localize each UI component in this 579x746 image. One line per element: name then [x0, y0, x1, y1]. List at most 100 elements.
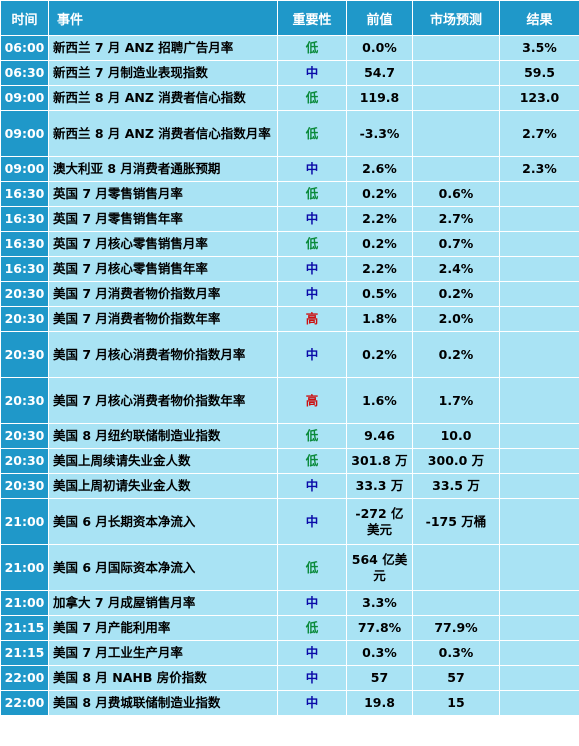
cell-actual [499, 590, 579, 616]
table-row: 20:30 美国上周初请失业金人数中 33.3 万 33.5 万 [0, 473, 579, 499]
table-row: 09:00 新西兰 8 月 ANZ 消费者信心指数低 119.8 123.0 [0, 85, 579, 111]
cell-importance: 低 [277, 110, 347, 157]
cell-forecast: 2.4% [412, 256, 500, 282]
cell-event: 新西兰 8 月 ANZ 消费者信心指数 [48, 85, 278, 111]
cell-time: 21:15 [0, 615, 49, 641]
cell-importance: 低 [277, 544, 347, 591]
cell-actual: 2.3% [499, 156, 579, 182]
cell-previous: 9.46 [346, 423, 413, 449]
cell-previous: 0.2% [346, 231, 413, 257]
cell-importance: 中 [277, 60, 347, 86]
cell-previous: 77.8% [346, 615, 413, 641]
header-row: 时间 事件 重要性 前值 市场预测 结果 [0, 0, 579, 36]
cell-event: 英国 7 月核心零售销售年率 [48, 256, 278, 282]
cell-importance: 低 [277, 231, 347, 257]
table-row: 20:30 美国 7 月消费者物价指数年率高 1.8% 2.0% [0, 306, 579, 332]
cell-time: 21:00 [0, 590, 49, 616]
cell-actual: 123.0 [499, 85, 579, 111]
cell-importance: 中 [277, 281, 347, 307]
cell-event: 美国 6 月长期资本净流入 [48, 498, 278, 545]
table-row: 16:30 英国 7 月核心零售销售月率低 0.2% 0.7% [0, 231, 579, 257]
cell-importance: 高 [277, 377, 347, 424]
table-row: 21:00 加拿大 7 月成屋销售月率中 3.3% [0, 590, 579, 616]
cell-actual: 3.5% [499, 35, 579, 61]
cell-previous: 0.2% [346, 181, 413, 207]
table-row: 21:00 美国 6 月长期资本净流入中 -272 亿美元 -175 万桶 [0, 498, 579, 545]
cell-time: 16:30 [0, 231, 49, 257]
cell-time: 21:00 [0, 544, 49, 591]
cell-actual [499, 377, 579, 424]
table-row: 21:15 美国 7 月产能利用率低 77.8% 77.9% [0, 615, 579, 641]
cell-forecast: 33.5 万 [412, 473, 500, 499]
table-row: 20:30 美国 8 月纽约联储制造业指数低 9.46 10.0 [0, 423, 579, 449]
cell-time: 22:00 [0, 690, 49, 716]
cell-actual [499, 473, 579, 499]
cell-importance: 高 [277, 306, 347, 332]
table-row: 21:15 美国 7 月工业生产月率中 0.3% 0.3% [0, 640, 579, 666]
cell-actual: 2.7% [499, 110, 579, 157]
cell-previous: -272 亿美元 [346, 498, 413, 545]
cell-previous: 0.5% [346, 281, 413, 307]
cell-forecast: 10.0 [412, 423, 500, 449]
cell-forecast: 2.7% [412, 206, 500, 232]
table-row: 16:30 英国 7 月零售销售年率中 2.2% 2.7% [0, 206, 579, 232]
cell-forecast [412, 110, 500, 157]
cell-forecast: 0.6% [412, 181, 500, 207]
cell-forecast [412, 156, 500, 182]
cell-importance: 中 [277, 690, 347, 716]
table-row: 09:00 澳大利亚 8 月消费者通胀预期中 2.6% 2.3% [0, 156, 579, 182]
cell-event: 英国 7 月零售销售年率 [48, 206, 278, 232]
cell-time: 21:00 [0, 498, 49, 545]
cell-time: 20:30 [0, 331, 49, 378]
cell-time: 20:30 [0, 423, 49, 449]
cell-event: 美国 7 月核心消费者物价指数年率 [48, 377, 278, 424]
cell-event: 美国 8 月 NAHB 房价指数 [48, 665, 278, 691]
table-row: 20:30 美国 7 月核心消费者物价指数月率中 0.2% 0.2% [0, 331, 579, 378]
cell-event: 美国 7 月产能利用率 [48, 615, 278, 641]
cell-event: 加拿大 7 月成屋销售月率 [48, 590, 278, 616]
cell-actual [499, 544, 579, 591]
cell-importance: 低 [277, 615, 347, 641]
cell-actual [499, 690, 579, 716]
cell-previous: 1.8% [346, 306, 413, 332]
cell-actual [499, 665, 579, 691]
cell-actual: 59.5 [499, 60, 579, 86]
cell-actual [499, 498, 579, 545]
cell-actual [499, 331, 579, 378]
cell-importance: 中 [277, 665, 347, 691]
cell-previous: 57 [346, 665, 413, 691]
cell-time: 21:15 [0, 640, 49, 666]
cell-importance: 低 [277, 35, 347, 61]
cell-forecast [412, 85, 500, 111]
economic-calendar-table: 时间 事件 重要性 前值 市场预测 结果 06:00 新西兰 7 月 ANZ 招聘… [0, 0, 579, 716]
cell-actual [499, 181, 579, 207]
cell-actual [499, 306, 579, 332]
cell-importance: 中 [277, 256, 347, 282]
cell-time: 09:00 [0, 156, 49, 182]
table-row: 22:00 美国 8 月费城联储制造业指数中 19.8 15 [0, 690, 579, 716]
cell-actual [499, 281, 579, 307]
cell-previous: 0.2% [346, 331, 413, 378]
cell-actual [499, 231, 579, 257]
cell-previous: 2.2% [346, 256, 413, 282]
table-row: 09:00 新西兰 8 月 ANZ 消费者信心指数月率低 -3.3% 2.7% [0, 110, 579, 157]
cell-event: 美国 7 月核心消费者物价指数月率 [48, 331, 278, 378]
cell-previous: 301.8 万 [346, 448, 413, 474]
cell-importance: 低 [277, 423, 347, 449]
cell-importance: 中 [277, 156, 347, 182]
cell-forecast: 57 [412, 665, 500, 691]
cell-forecast: 15 [412, 690, 500, 716]
table-row: 22:00 美国 8 月 NAHB 房价指数中 57 57 [0, 665, 579, 691]
cell-event: 英国 7 月零售销售月率 [48, 181, 278, 207]
table-row: 20:30 美国上周续请失业金人数低 301.8 万 300.0 万 [0, 448, 579, 474]
cell-forecast: 0.3% [412, 640, 500, 666]
cell-forecast: 0.7% [412, 231, 500, 257]
cell-previous: 33.3 万 [346, 473, 413, 499]
cell-forecast [412, 544, 500, 591]
cell-previous: 0.0% [346, 35, 413, 61]
cell-forecast: 77.9% [412, 615, 500, 641]
header-event: 事件 [48, 0, 278, 36]
cell-event: 美国 7 月消费者物价指数年率 [48, 306, 278, 332]
cell-importance: 中 [277, 640, 347, 666]
cell-previous: 0.3% [346, 640, 413, 666]
